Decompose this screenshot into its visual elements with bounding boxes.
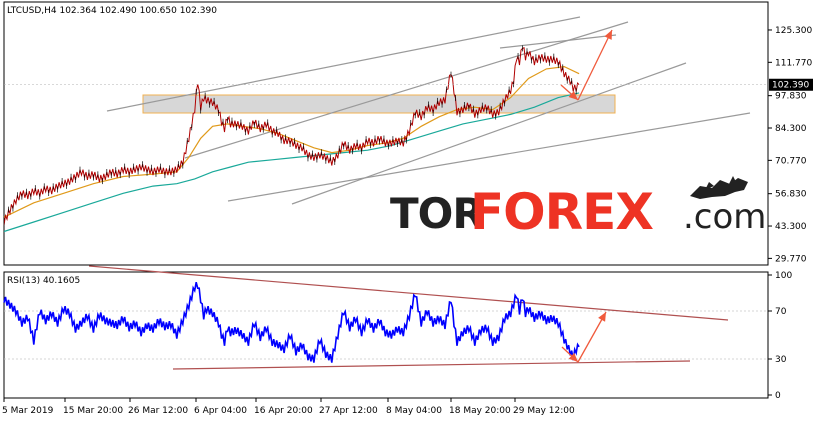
time-tick-label: 27 Apr 12:00 (319, 406, 378, 416)
price-tick-label: 111.770 (775, 58, 812, 68)
price-line (3, 46, 580, 226)
price-tick-label: 84.300 (775, 124, 807, 134)
torforex-logo: TOR FOREX .com (390, 176, 766, 241)
current-price-box (769, 78, 813, 91)
time-tick-label: 26 Mar 12:00 (128, 406, 188, 416)
price-tick-label: 70.770 (775, 156, 807, 166)
rsi-arrow-down-head (568, 352, 578, 362)
trend-line-0 (106, 16, 581, 112)
rsi-header: RSI(13) 40.1605 (7, 276, 80, 286)
trend-line-3 (291, 62, 687, 205)
time-tick-label: 15 Mar 20:00 (63, 406, 123, 416)
price-header: LTCUSD,H4 102.364 102.490 100.650 102.39… (7, 6, 217, 16)
trend-line-1 (184, 21, 629, 159)
price-arrow-down-head (568, 91, 578, 100)
price-arrow-up-shaft (577, 29, 613, 101)
price-tick-label: 29.770 (775, 254, 807, 264)
rsi-trend-upper (88, 265, 729, 321)
time-tick-label: 5 Mar 2019 (2, 406, 54, 416)
trend-line-2 (227, 112, 751, 202)
trend-line-4 (499, 34, 617, 49)
ma-slow-line (3, 92, 580, 233)
logo-forex-text: FOREX (470, 183, 653, 241)
resistance-zone (142, 94, 616, 114)
price-tick-label: 56.830 (775, 190, 807, 200)
rsi-tick-label: 0 (775, 391, 781, 401)
price-axis: 125.300 111.770 97.830 84.300 70.770 56.830 43… (768, 26, 813, 264)
price-tick-label: 125.300 (775, 26, 812, 36)
time-tick-label: 8 May 04:00 (386, 406, 442, 416)
logo-tor-text: TOR (390, 189, 484, 238)
bull-bear-icon (690, 176, 748, 199)
current-price-label: 102.390 (772, 81, 809, 91)
rsi-tick-label: 70 (775, 307, 787, 317)
rsi-arrow-up-shaft (577, 311, 607, 363)
time-axis: 5 Mar 2019 15 Mar 20:00 26 Mar 12:00 6 Apr … (2, 398, 575, 416)
logo-com-text: .com (683, 197, 766, 237)
rsi-layer (3, 265, 768, 370)
price-layer (3, 16, 768, 233)
rsi-tick-label: 100 (775, 271, 792, 281)
rsi-tick-label: 30 (775, 355, 787, 365)
rsi-arrow-up-head (598, 312, 606, 322)
rsi-axis: 100 70 30 0 (768, 271, 792, 401)
price-tick-label: 97.830 (775, 92, 807, 102)
time-tick-label: 18 May 20:00 (449, 406, 511, 416)
price-arrow-up-head (604, 30, 612, 40)
time-tick-label: 16 Apr 20:00 (254, 406, 313, 416)
price-pane-frame (3, 1, 769, 266)
time-tick-label: 29 May 12:00 (513, 406, 575, 416)
rsi-line (3, 282, 580, 363)
time-tick-label: 6 Apr 04:00 (194, 406, 247, 416)
price-tick-label: 43.300 (775, 222, 807, 232)
rsi-trend-lower (172, 360, 691, 370)
